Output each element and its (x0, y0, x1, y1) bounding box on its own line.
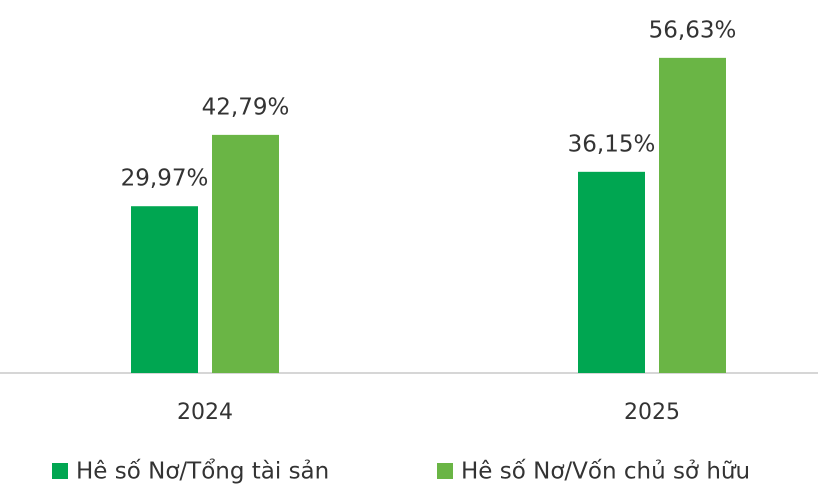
value-label: 36,15% (568, 131, 656, 157)
bar (131, 206, 198, 373)
x-tick-label: 2025 (624, 400, 680, 425)
legend-label: Hê số Nơ/Tổng tài sản (76, 459, 329, 485)
legend-swatch (437, 463, 453, 479)
legend-swatch (52, 463, 68, 479)
bar (212, 134, 279, 373)
bar (578, 171, 645, 373)
value-label: 42,79% (202, 94, 290, 120)
value-label: 56,63% (649, 17, 737, 43)
value-label: 29,97% (121, 166, 209, 192)
legend-label: Hê số Nơ/Vốn chủ sở hữu (461, 459, 750, 485)
x-tick-label: 2024 (177, 400, 233, 425)
bar (659, 57, 726, 373)
